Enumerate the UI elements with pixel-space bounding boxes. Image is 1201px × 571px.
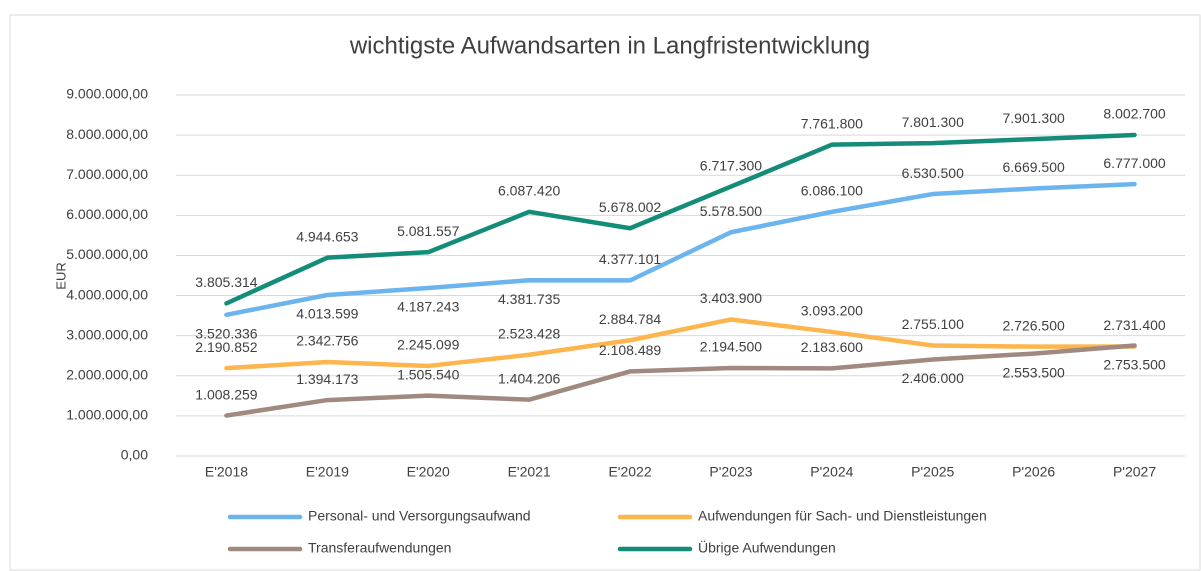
data-label: 3.520.336 — [195, 325, 257, 341]
x-tick-label: E'2022 — [608, 464, 651, 480]
data-label: 6.717.300 — [700, 157, 762, 173]
data-label: 2.190.852 — [195, 339, 257, 355]
y-tick-label: 4.000.000,00 — [66, 286, 148, 302]
data-label: 7.761.800 — [801, 115, 863, 131]
data-label: 2.183.600 — [801, 339, 863, 355]
y-tick-label: 5.000.000,00 — [66, 246, 148, 262]
data-label: 6.086.100 — [801, 183, 863, 199]
series-line — [224, 343, 1137, 418]
data-label: 2.884.784 — [599, 311, 661, 327]
chart-frame — [9, 14, 1201, 571]
data-label: 4.944.653 — [296, 228, 358, 244]
x-tick-label: P'2023 — [709, 464, 752, 480]
series-line — [224, 132, 1137, 306]
data-label: 5.578.500 — [700, 203, 762, 219]
y-tick-label: 9.000.000,00 — [66, 86, 148, 102]
data-label: 4.013.599 — [296, 306, 358, 322]
data-label: 2.755.100 — [902, 316, 964, 332]
data-label: 2.753.500 — [1103, 356, 1165, 372]
data-label: 4.187.243 — [397, 299, 459, 315]
data-label: 2.731.400 — [1103, 317, 1165, 333]
data-label: 7.901.300 — [1003, 110, 1065, 126]
data-label: 6.777.000 — [1103, 155, 1165, 171]
data-label: 7.801.300 — [902, 114, 964, 130]
data-label: 5.081.557 — [397, 223, 459, 239]
data-label: 2.553.500 — [1003, 364, 1065, 380]
x-tick-label: P'2025 — [911, 464, 954, 480]
data-label: 1.394.173 — [296, 371, 358, 387]
legend-label: Aufwendungen für Sach- und Dienstleistun… — [698, 508, 987, 524]
data-label: 8.002.700 — [1103, 106, 1165, 122]
x-tick-label: E'2018 — [205, 464, 248, 480]
legend-label: Übrige Aufwendungen — [698, 539, 836, 556]
chart-title: wichtigste Aufwandsarten in Langfristent… — [349, 32, 870, 59]
x-tick-label: P'2026 — [1012, 464, 1055, 480]
data-label: 3.403.900 — [700, 290, 762, 306]
y-tick-label: 2.000.000,00 — [66, 366, 148, 382]
data-label: 6.087.420 — [498, 183, 560, 199]
y-tick-label: 8.000.000,00 — [66, 126, 148, 142]
data-label: 4.381.735 — [498, 291, 560, 307]
data-label: 2.194.500 — [700, 339, 762, 355]
data-label: 2.406.000 — [902, 370, 964, 386]
data-label: 2.726.500 — [1003, 317, 1065, 333]
data-label: 6.669.500 — [1003, 159, 1065, 175]
data-label: 3.093.200 — [801, 303, 863, 319]
y-tick-label: 0,00 — [121, 447, 148, 463]
data-label: 2.342.756 — [296, 333, 358, 349]
x-tick-label: E'2020 — [407, 464, 450, 480]
data-label: 1.008.259 — [195, 386, 257, 402]
x-tick-label: E'2021 — [508, 464, 551, 480]
y-tick-label: 1.000.000,00 — [66, 407, 148, 423]
x-tick-label: P'2027 — [1113, 464, 1156, 480]
data-label: 2.245.099 — [397, 337, 459, 353]
legend-label: Personal- und Versorgungsaufwand — [308, 508, 531, 524]
y-tick-label: 7.000.000,00 — [66, 166, 148, 182]
y-tick-label: 3.000.000,00 — [66, 326, 148, 342]
series-line — [224, 181, 1137, 318]
data-label: 2.108.489 — [599, 342, 661, 358]
data-label: 4.377.101 — [599, 251, 661, 267]
data-label: 3.805.314 — [195, 274, 257, 290]
data-label: 1.505.540 — [397, 366, 459, 382]
y-tick-label: 6.000.000,00 — [66, 206, 148, 222]
series-line — [224, 317, 1137, 371]
x-tick-label: E'2019 — [306, 464, 349, 480]
x-tick-label: P'2024 — [810, 464, 853, 480]
data-label: 1.404.206 — [498, 370, 560, 386]
data-label: 6.530.500 — [902, 165, 964, 181]
data-label: 5.678.002 — [599, 199, 661, 215]
y-axis-label: EUR — [53, 262, 68, 289]
data-label: 2.523.428 — [498, 325, 560, 341]
legend-label: Transferaufwendungen — [308, 540, 451, 556]
